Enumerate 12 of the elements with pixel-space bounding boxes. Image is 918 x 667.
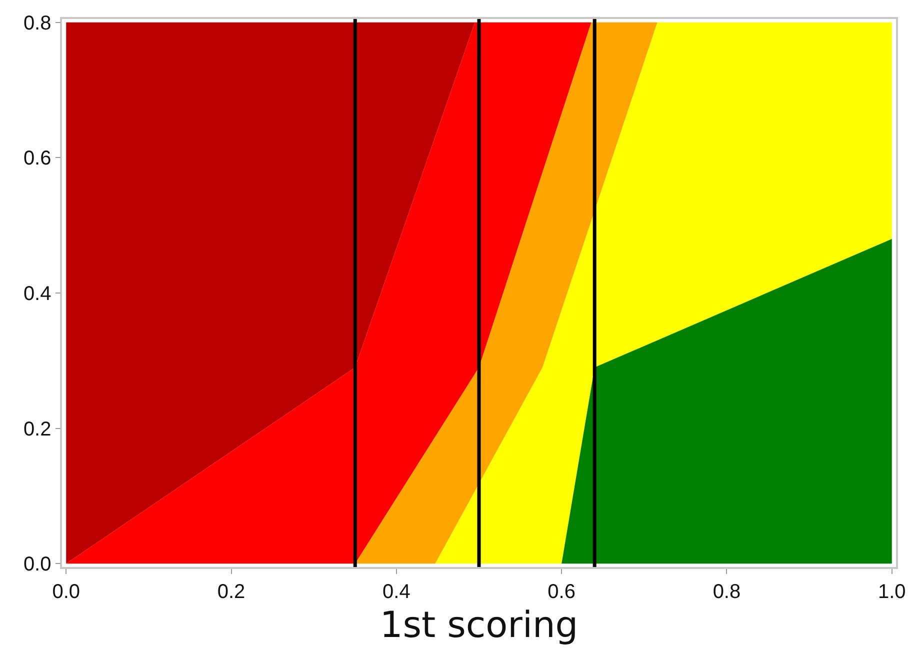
y-tick-label: 0.6 <box>23 148 52 170</box>
x-tick-label: 0.2 <box>217 580 246 603</box>
x-tick-label: 0.8 <box>712 580 741 603</box>
y-tick-label: 0.2 <box>23 418 52 440</box>
y-tick-label: 0.0 <box>23 554 52 576</box>
x-tick-label: 0.4 <box>382 580 410 603</box>
y-tick-label: 0.8 <box>23 12 52 34</box>
x-tick-label: 1.0 <box>878 580 906 603</box>
y-tick-label: 0.4 <box>23 283 52 305</box>
x-tick-label: 0.0 <box>52 580 80 603</box>
x-tick-label: 0.6 <box>548 580 576 603</box>
x-axis-title: 1st scoring <box>380 604 578 646</box>
